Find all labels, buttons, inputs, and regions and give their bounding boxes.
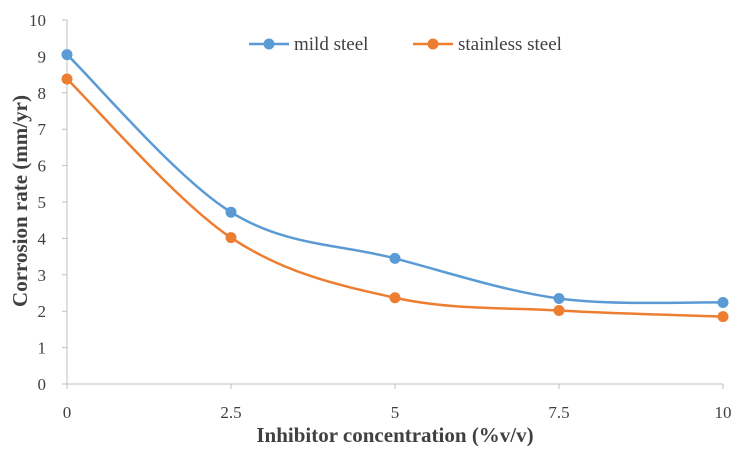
x-tick-label: 0 <box>63 403 72 422</box>
y-axis-title: Corrosion rate (mm/yr) <box>8 95 32 307</box>
x-axis-title: Inhibitor concentration (%v/v) <box>256 423 533 446</box>
data-point-mild-steel <box>61 49 73 61</box>
data-point-stainless-steel <box>389 292 401 304</box>
data-point-stainless-steel <box>61 73 73 85</box>
data-point-mild-steel <box>717 296 729 308</box>
series-line-stainless-steel <box>66 78 724 318</box>
legend-marker-stainless-steel <box>427 38 439 50</box>
y-tick-label: 1 <box>38 339 47 358</box>
data-point-mild-steel <box>225 206 237 218</box>
y-tick-label: 10 <box>29 11 46 30</box>
legend: mild steel stainless steel <box>249 34 562 55</box>
y-tick-label: 2 <box>38 302 47 321</box>
legend-marker-mild-steel <box>263 38 275 50</box>
data-point-stainless-steel <box>225 232 237 244</box>
x-tick-label: 2.5 <box>220 403 241 422</box>
x-tick-label: 5 <box>391 403 400 422</box>
data-point-stainless-steel <box>553 304 565 316</box>
y-tick-label: 4 <box>38 229 47 248</box>
y-tick-label: 9 <box>38 47 47 66</box>
y-tick-label: 7 <box>38 120 47 139</box>
data-point-mild-steel <box>389 252 401 264</box>
series-line-mild-steel <box>66 53 724 305</box>
x-tick-label: 10 <box>715 403 732 422</box>
legend-label-mild-steel: mild steel <box>294 34 368 55</box>
data-point-mild-steel <box>553 292 565 304</box>
axes: 0 1 2 3 4 5 6 7 8 9 10 0 2.5 5 7.5 10 <box>29 11 732 422</box>
x-tick-label: 7.5 <box>548 403 569 422</box>
y-tick-label: 6 <box>38 157 47 176</box>
y-tick-label: 8 <box>38 84 47 103</box>
y-tick-label: 0 <box>38 375 47 394</box>
y-tick-label: 5 <box>38 193 47 212</box>
data-point-stainless-steel <box>717 311 729 323</box>
y-tick-label: 3 <box>38 266 47 285</box>
series-layer <box>61 49 729 323</box>
legend-label-stainless-steel: stainless steel <box>458 34 562 55</box>
